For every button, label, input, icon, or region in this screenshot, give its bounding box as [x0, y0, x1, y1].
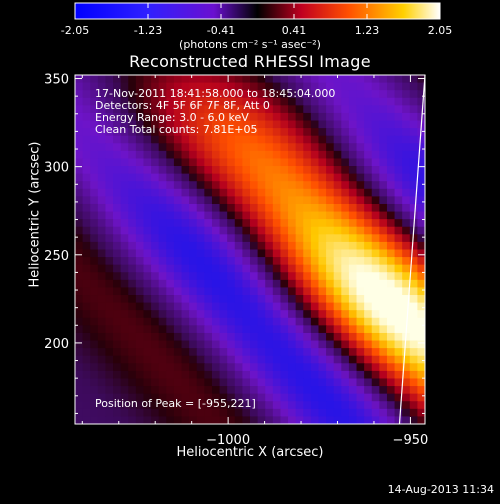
- colorbar-tick-label: -0.41: [207, 24, 235, 37]
- heatmap-image: [75, 75, 425, 424]
- y-tick-label: 300: [44, 161, 69, 176]
- y-tick-label: 350: [44, 73, 69, 88]
- chart-title: Reconstructed RHESSI Image: [129, 52, 371, 71]
- x-tick-label: −1000: [206, 433, 250, 448]
- peak-position-annotation: Position of Peak = [-955,221]: [95, 397, 256, 410]
- x-axis-label: Heliocentric X (arcsec): [176, 445, 324, 460]
- y-axis-label: Heliocentric Y (arcsec): [27, 141, 43, 288]
- colorbar-tick-label: 1.23: [355, 24, 380, 37]
- x-tick-label: −950: [393, 433, 429, 448]
- colorbar-tick-label: 0.41: [282, 24, 307, 37]
- plot-frame: [74, 74, 426, 425]
- solar-limb-line: [398, 74, 426, 425]
- energy-range-annotation: Energy Range: 3.0 - 6.0 keV: [95, 111, 249, 124]
- clean-counts-annotation: Clean Total counts: 7.81E+05: [95, 123, 258, 136]
- y-tick-label: 250: [44, 249, 69, 264]
- y-tick-label: 200: [44, 337, 69, 352]
- colorbar-ticks: -2.05 -1.23 -0.41 0.41 1.23 2.05: [61, 3, 452, 37]
- footer-date: 14-Aug-2013 11:34: [387, 483, 494, 496]
- colorbar-unit-label: (photons cm⁻² s⁻¹ asec⁻²): [179, 38, 321, 51]
- colorbar-tick-label: 2.05: [428, 24, 453, 37]
- colorbar: [75, 3, 440, 19]
- colorbar-tick-label: -1.23: [134, 24, 162, 37]
- y-axis-ticks: 200 250 300 350: [44, 73, 425, 414]
- time-range-annotation: 17-Nov-2011 18:41:58.000 to 18:45:04.000: [95, 87, 336, 100]
- x-axis-ticks: −1000−950−900: [81, 75, 429, 448]
- detectors-annotation: Detectors: 4F 5F 6F 7F 8F, Att 0: [95, 99, 270, 112]
- colorbar-tick-label: -2.05: [61, 24, 89, 37]
